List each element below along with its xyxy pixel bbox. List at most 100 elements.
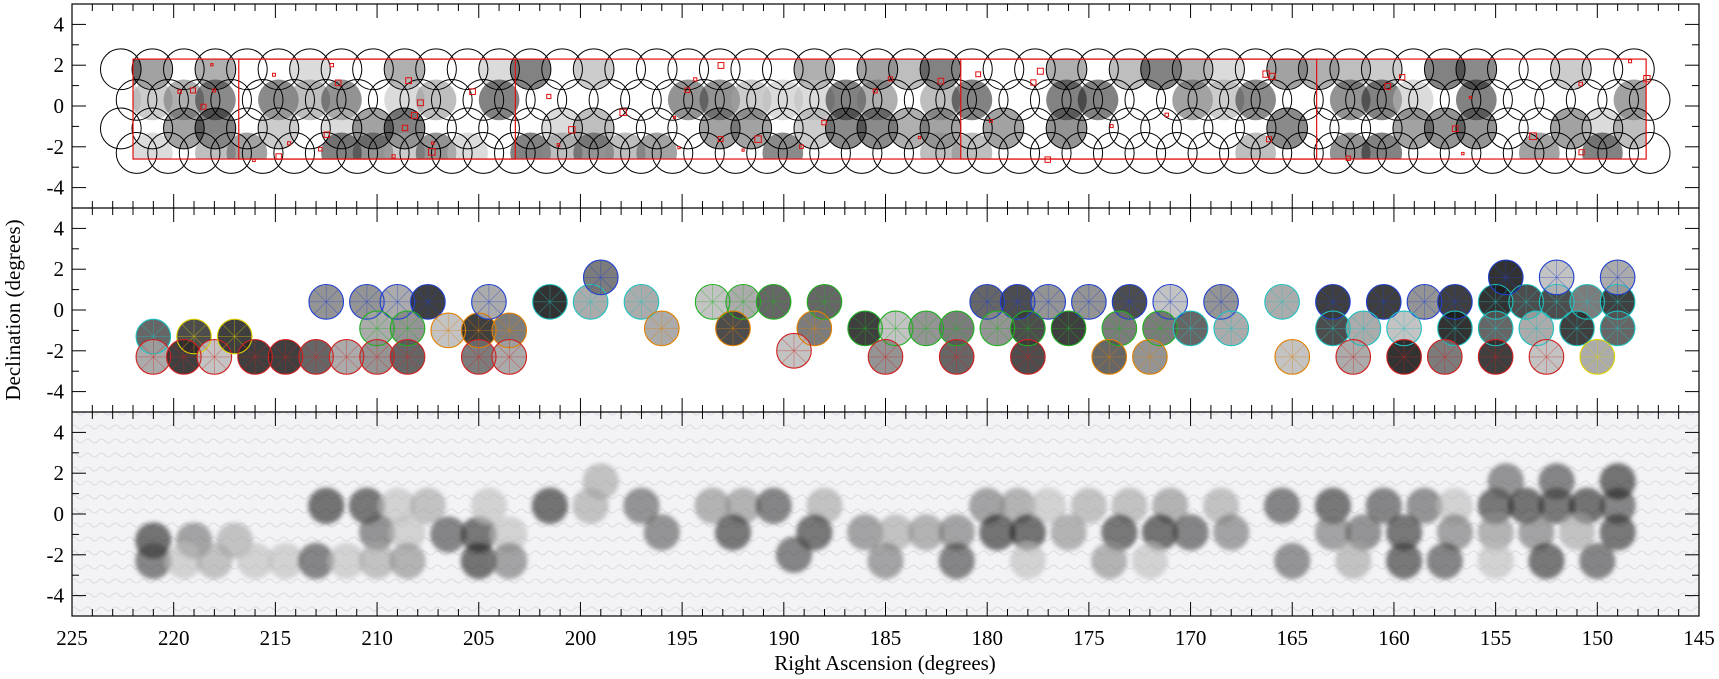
bottom-coverage-blob: [755, 487, 792, 525]
middle-field-segment: [1513, 289, 1539, 315]
bottom-coverage-blob: [308, 487, 345, 525]
bottom-coverage-blob: [1314, 487, 1352, 525]
top-field-circle: [557, 132, 599, 174]
top-field-circle: [1329, 48, 1372, 91]
bottom-coverage-blob: [714, 514, 752, 551]
top-field-circle: [541, 107, 583, 150]
top-field-fill: [195, 79, 236, 121]
bottom-coverage-blob: [1436, 487, 1474, 525]
top-field-circle: [1219, 78, 1261, 121]
middle-field-segment: [1056, 315, 1081, 341]
top-field-circle: [1329, 107, 1372, 150]
top-field-circle: [1486, 107, 1529, 150]
top-field-fill: [1109, 59, 1150, 90]
bottom-coverage-blob: [470, 487, 508, 525]
top-field-circle: [1439, 78, 1482, 121]
bottom-coverage-blob: [1385, 514, 1423, 551]
bottom-coverage-blob: [1131, 542, 1169, 580]
y-tick-label: -4: [47, 584, 65, 608]
top-field-fill: [1329, 79, 1371, 121]
bottom-coverage-blob: [1314, 514, 1352, 551]
top-field-circle: [604, 48, 647, 91]
top-field-circle: [1392, 48, 1435, 91]
y-tick-label: 2: [54, 53, 65, 77]
top-detail-box: [684, 87, 691, 94]
top-field-circle: [1045, 107, 1088, 150]
top-detail-box: [1399, 74, 1406, 81]
middle-field-segment: [140, 344, 166, 370]
top-detail-box: [988, 119, 993, 123]
middle-field-segment: [364, 315, 390, 341]
top-field-fill: [415, 132, 457, 160]
top-coverage-fill: [133, 59, 1647, 160]
bottom-coverage-blob: [1599, 514, 1636, 551]
top-field-fill: [321, 79, 362, 121]
top-field-fill: [133, 132, 173, 160]
top-field-circle: [1234, 107, 1277, 150]
top-field-fill: [951, 79, 993, 121]
middle-field-segment: [334, 344, 359, 370]
top-field-circle: [714, 132, 757, 174]
x-tick-label: 170: [1175, 626, 1207, 650]
bottom-coverage-blob: [1579, 542, 1616, 580]
middle-field-segment: [1269, 289, 1295, 315]
top-detail-box: [917, 135, 922, 140]
top-field-circle: [856, 107, 899, 150]
top-field-fill: [1046, 79, 1087, 121]
top-field-circle: [604, 107, 647, 150]
middle-field-segment: [974, 289, 1000, 315]
top-field-circle: [1502, 78, 1545, 121]
middle-field-segment: [1544, 289, 1570, 315]
top-detail-box: [323, 131, 331, 138]
x-tick-label: 165: [1277, 626, 1309, 650]
top-field-circle: [1486, 48, 1529, 91]
top-detail-box: [469, 88, 476, 95]
middle-field-segment: [1483, 344, 1509, 370]
top-field-circle: [131, 107, 174, 150]
bottom-coverage-blob: [1335, 542, 1372, 580]
middle-field-segment: [1350, 315, 1376, 341]
top-field-fill: [1140, 59, 1182, 90]
bottom-coverage-blob: [267, 542, 304, 580]
top-field-circle: [1360, 48, 1403, 91]
bottom-coverage-blob: [694, 487, 731, 525]
top-field-circle: [289, 107, 331, 150]
top-field-circle: [982, 48, 1025, 91]
top-field-fill: [730, 79, 772, 121]
middle-field-segment: [578, 289, 604, 315]
top-field-circle: [1613, 107, 1655, 150]
top-field-fill: [289, 59, 331, 90]
top-field-circle: [178, 132, 221, 174]
middle-field-segment: [466, 344, 492, 370]
top-coverage-box: [238, 58, 516, 160]
middle-field-segment: [1076, 289, 1102, 315]
bottom-coverage-blob: [1141, 514, 1179, 551]
top-field-circle: [777, 132, 820, 174]
top-field-circle: [1250, 132, 1293, 174]
top-field-circle: [888, 107, 930, 150]
top-field-circle: [383, 48, 426, 91]
top-field-fill: [1613, 108, 1647, 149]
bottom-coverage-blob: [1518, 514, 1555, 551]
top-field-circle: [1077, 107, 1119, 150]
middle-field-segment: [496, 344, 522, 370]
bottom-coverage-blob: [389, 514, 426, 551]
middle-field-segment: [629, 289, 654, 315]
top-field-circle: [588, 78, 631, 121]
top-field-fill: [258, 108, 299, 149]
top-field-fill: [541, 132, 583, 160]
middle-field-segment: [415, 289, 441, 315]
x-tick-label: 145: [1683, 626, 1715, 650]
top-detail-box: [1628, 59, 1633, 64]
top-field-circle: [1155, 78, 1198, 121]
bottom-coverage-blob: [430, 516, 467, 553]
top-field-circle: [651, 78, 694, 121]
top-detail-box: [741, 148, 745, 152]
top-detail-box: [391, 154, 396, 159]
top-detail-box: [1345, 155, 1351, 161]
top-field-circle: [1534, 78, 1576, 121]
top-field-fill: [1361, 132, 1403, 160]
top-detail-box: [210, 63, 214, 67]
x-tick-label: 225: [56, 626, 88, 650]
top-field-fill: [699, 79, 741, 121]
